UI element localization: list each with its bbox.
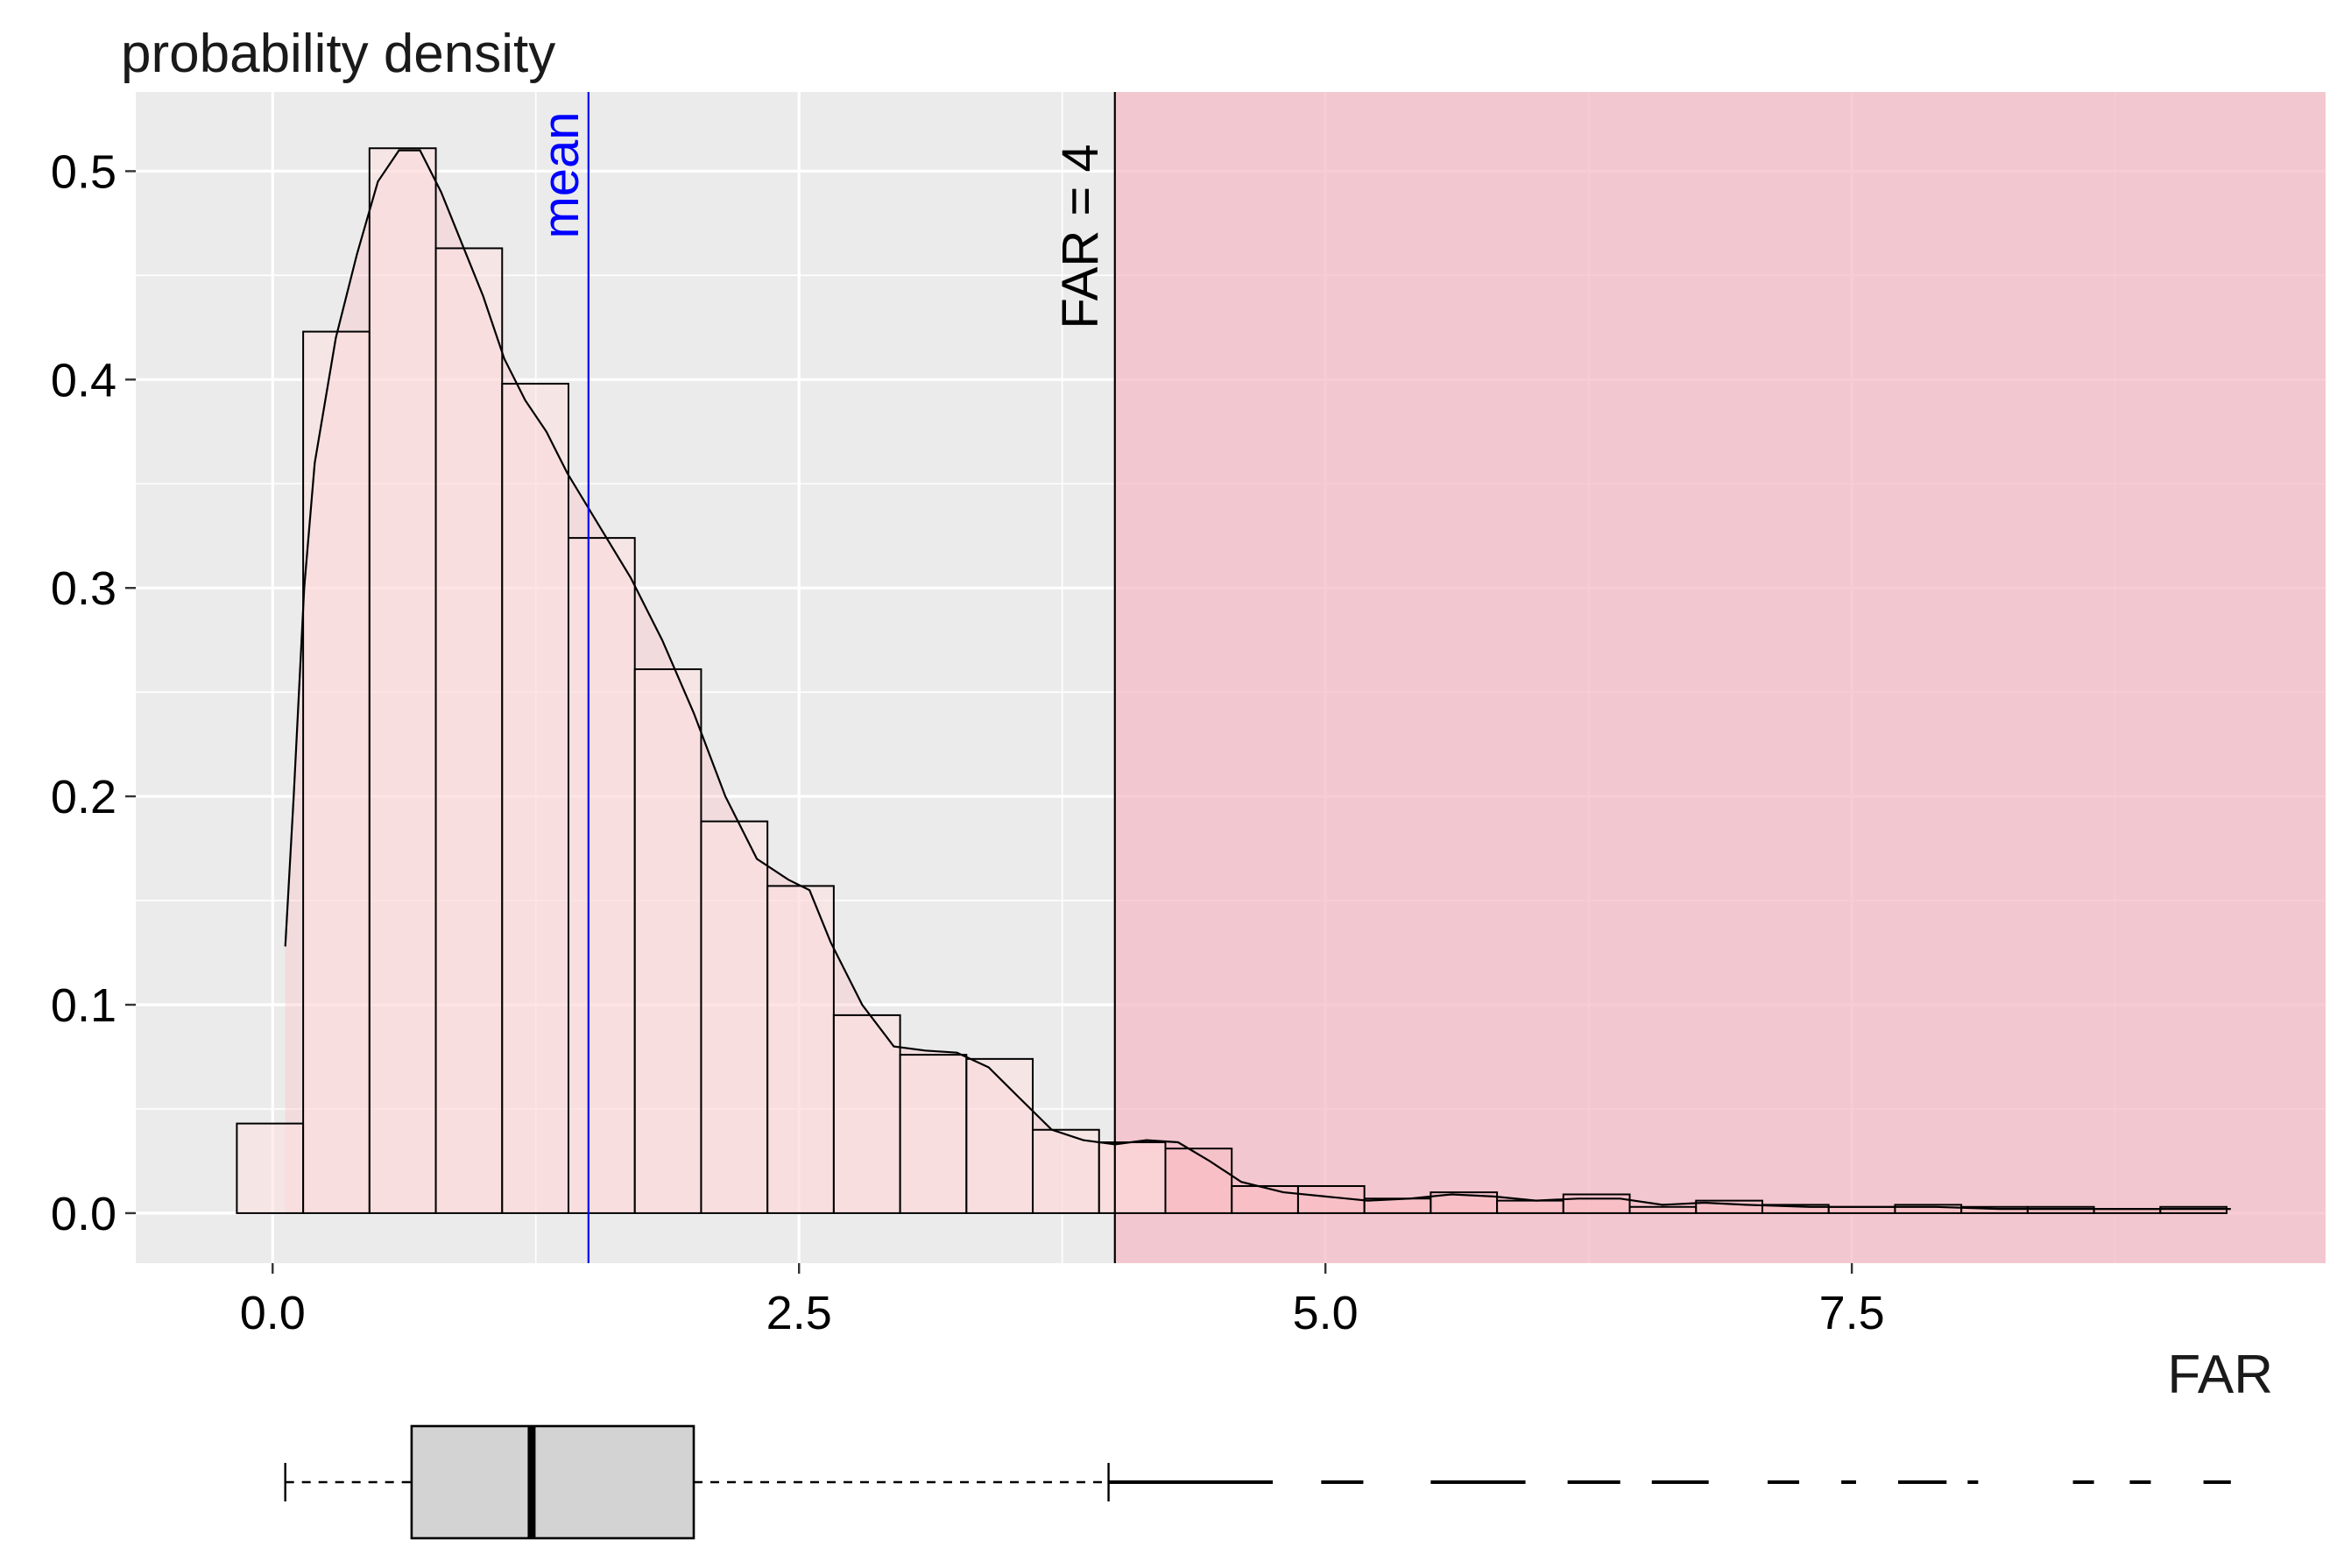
histogram-bar bbox=[368, 147, 437, 1214]
histogram-bar bbox=[501, 383, 569, 1214]
y-axis-title: probability density bbox=[121, 24, 555, 84]
mean-label: mean bbox=[533, 111, 590, 238]
histogram-bar bbox=[1562, 1193, 1631, 1214]
box bbox=[410, 1424, 695, 1540]
threshold-label: FAR = 4 bbox=[1052, 144, 1109, 328]
x-tick-label: 5.0 bbox=[1293, 1287, 1359, 1339]
y-axis: 0.0 0.1 0.2 0.3 0.4 0.5 bbox=[51, 145, 136, 1240]
histogram-bar bbox=[567, 537, 636, 1214]
y-tick-label: 0.1 bbox=[51, 979, 116, 1032]
density-curve bbox=[284, 149, 2231, 1211]
boxplot bbox=[284, 1424, 2231, 1540]
y-tick-label: 0.2 bbox=[51, 771, 116, 823]
threshold-region bbox=[1114, 92, 2326, 1263]
histogram-bar bbox=[302, 330, 371, 1214]
y-tick-label: 0.5 bbox=[51, 145, 116, 198]
histogram-bar bbox=[899, 1054, 968, 1214]
y-tick-label: 0.0 bbox=[51, 1188, 116, 1240]
y-tick-label: 0.4 bbox=[51, 354, 116, 406]
x-tick-label: 2.5 bbox=[766, 1287, 832, 1339]
histogram-bar bbox=[1032, 1128, 1100, 1214]
histogram-bar bbox=[434, 247, 504, 1214]
histogram-bar bbox=[1628, 1205, 1698, 1214]
histogram-bar bbox=[1231, 1184, 1299, 1214]
histogram-bar bbox=[236, 1122, 305, 1214]
histogram-bar bbox=[965, 1057, 1034, 1214]
histogram-bar bbox=[700, 820, 769, 1214]
histogram-bar bbox=[1098, 1141, 1167, 1214]
x-tick-label: 0.0 bbox=[240, 1287, 306, 1339]
x-tick-label: 7.5 bbox=[1819, 1287, 1885, 1339]
histogram-bar bbox=[2159, 1205, 2228, 1214]
histogram-bar bbox=[633, 667, 702, 1214]
x-axis-title: FAR bbox=[2167, 1345, 2273, 1405]
histogram-bars bbox=[236, 147, 2228, 1214]
y-tick-label: 0.3 bbox=[51, 562, 116, 615]
histogram-bar bbox=[1496, 1199, 1564, 1214]
histogram-bar bbox=[766, 885, 835, 1214]
histogram-bar bbox=[2026, 1205, 2095, 1214]
histogram-bar bbox=[1164, 1148, 1233, 1214]
histogram-bar bbox=[832, 1014, 901, 1214]
x-axis: 0.0 2.5 5.0 7.5 bbox=[240, 1263, 1885, 1339]
